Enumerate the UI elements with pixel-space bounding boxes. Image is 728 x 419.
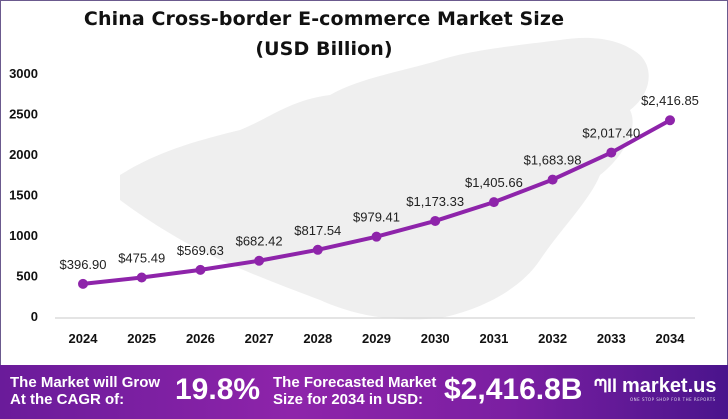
x-tick-label: 2031 bbox=[479, 331, 508, 346]
y-tick-label: 0 bbox=[31, 309, 38, 324]
data-label: $2,017.40 bbox=[582, 126, 640, 141]
x-tick-label: 2034 bbox=[656, 331, 686, 346]
chart-subtitle: (USD Billion) bbox=[255, 38, 393, 60]
forecast-label: The Forecasted Market Size for 2034 in U… bbox=[273, 374, 436, 408]
data-point bbox=[606, 147, 617, 158]
forecast-label-line2: Size for 2034 in USD: bbox=[273, 391, 424, 408]
data-point bbox=[665, 115, 675, 126]
logo-icon: ᘉll bbox=[594, 376, 617, 396]
cagr-label-line2: At the CAGR of: bbox=[10, 391, 125, 408]
x-tick-label: 2033 bbox=[597, 331, 626, 346]
china-map-silhouette bbox=[120, 37, 649, 320]
footer-banner: The Market will Grow At the CAGR of: 19.… bbox=[0, 365, 728, 419]
data-label: $1,173.33 bbox=[406, 194, 464, 209]
y-tick-label: 1000 bbox=[9, 228, 38, 243]
y-tick-label: 2500 bbox=[9, 107, 38, 122]
data-point bbox=[371, 231, 382, 242]
data-label: $2,416.85 bbox=[641, 93, 699, 108]
x-tick-label: 2029 bbox=[362, 331, 391, 346]
x-tick-label: 2030 bbox=[421, 331, 450, 346]
x-tick-label: 2025 bbox=[127, 331, 156, 346]
y-tick-label: 500 bbox=[16, 269, 38, 284]
x-tick-label: 2024 bbox=[69, 331, 99, 346]
cagr-label: The Market will Grow At the CAGR of: bbox=[10, 374, 160, 408]
chart-title: China Cross-border E-commerce Market Siz… bbox=[83, 8, 565, 30]
cagr-value: 19.8% bbox=[175, 373, 261, 406]
x-tick-label: 2028 bbox=[303, 331, 332, 346]
brand-tagline: ONE STOP SHOP FOR THE REPORTS bbox=[630, 397, 716, 402]
data-point bbox=[254, 255, 265, 266]
data-label: $1,405.66 bbox=[465, 175, 523, 190]
data-point bbox=[195, 264, 206, 275]
data-point bbox=[78, 278, 88, 289]
data-point bbox=[312, 244, 323, 255]
brand-name: market.us bbox=[622, 375, 717, 397]
data-label: $396.90 bbox=[60, 257, 107, 272]
data-label: $979.41 bbox=[353, 210, 400, 225]
data-label: $1,683.98 bbox=[524, 153, 582, 168]
brand-logo: ᘉll market.us bbox=[594, 375, 717, 398]
y-tick-label: 3000 bbox=[9, 66, 38, 81]
data-label: $475.49 bbox=[118, 250, 165, 265]
data-point bbox=[136, 272, 147, 283]
x-tick-label: 2027 bbox=[245, 331, 274, 346]
y-axis: 0 500 1000 1500 2000 2500 3000 bbox=[9, 66, 38, 324]
forecast-label-line1: The Forecasted Market bbox=[273, 374, 437, 391]
data-point bbox=[488, 197, 499, 208]
data-label: $682.42 bbox=[236, 234, 283, 249]
y-tick-label: 1500 bbox=[9, 188, 38, 203]
data-point bbox=[547, 174, 558, 185]
forecast-value: $2,416.8B bbox=[444, 373, 583, 406]
data-label: $569.63 bbox=[177, 243, 224, 258]
data-label: $817.54 bbox=[294, 223, 341, 238]
data-labels: $396.90 $475.49 $569.63 $682.42 $817.54 $979.… bbox=[60, 93, 699, 272]
data-points bbox=[78, 115, 675, 289]
y-tick-label: 2000 bbox=[9, 147, 38, 162]
x-axis: 2024 2025 2026 2027 2028 2029 2030 2031 2032 2033… bbox=[69, 331, 686, 346]
x-tick-label: 2026 bbox=[186, 331, 215, 346]
data-point bbox=[430, 215, 441, 226]
cagr-label-line1: The Market will Grow bbox=[10, 374, 161, 391]
x-tick-label: 2032 bbox=[538, 331, 567, 346]
